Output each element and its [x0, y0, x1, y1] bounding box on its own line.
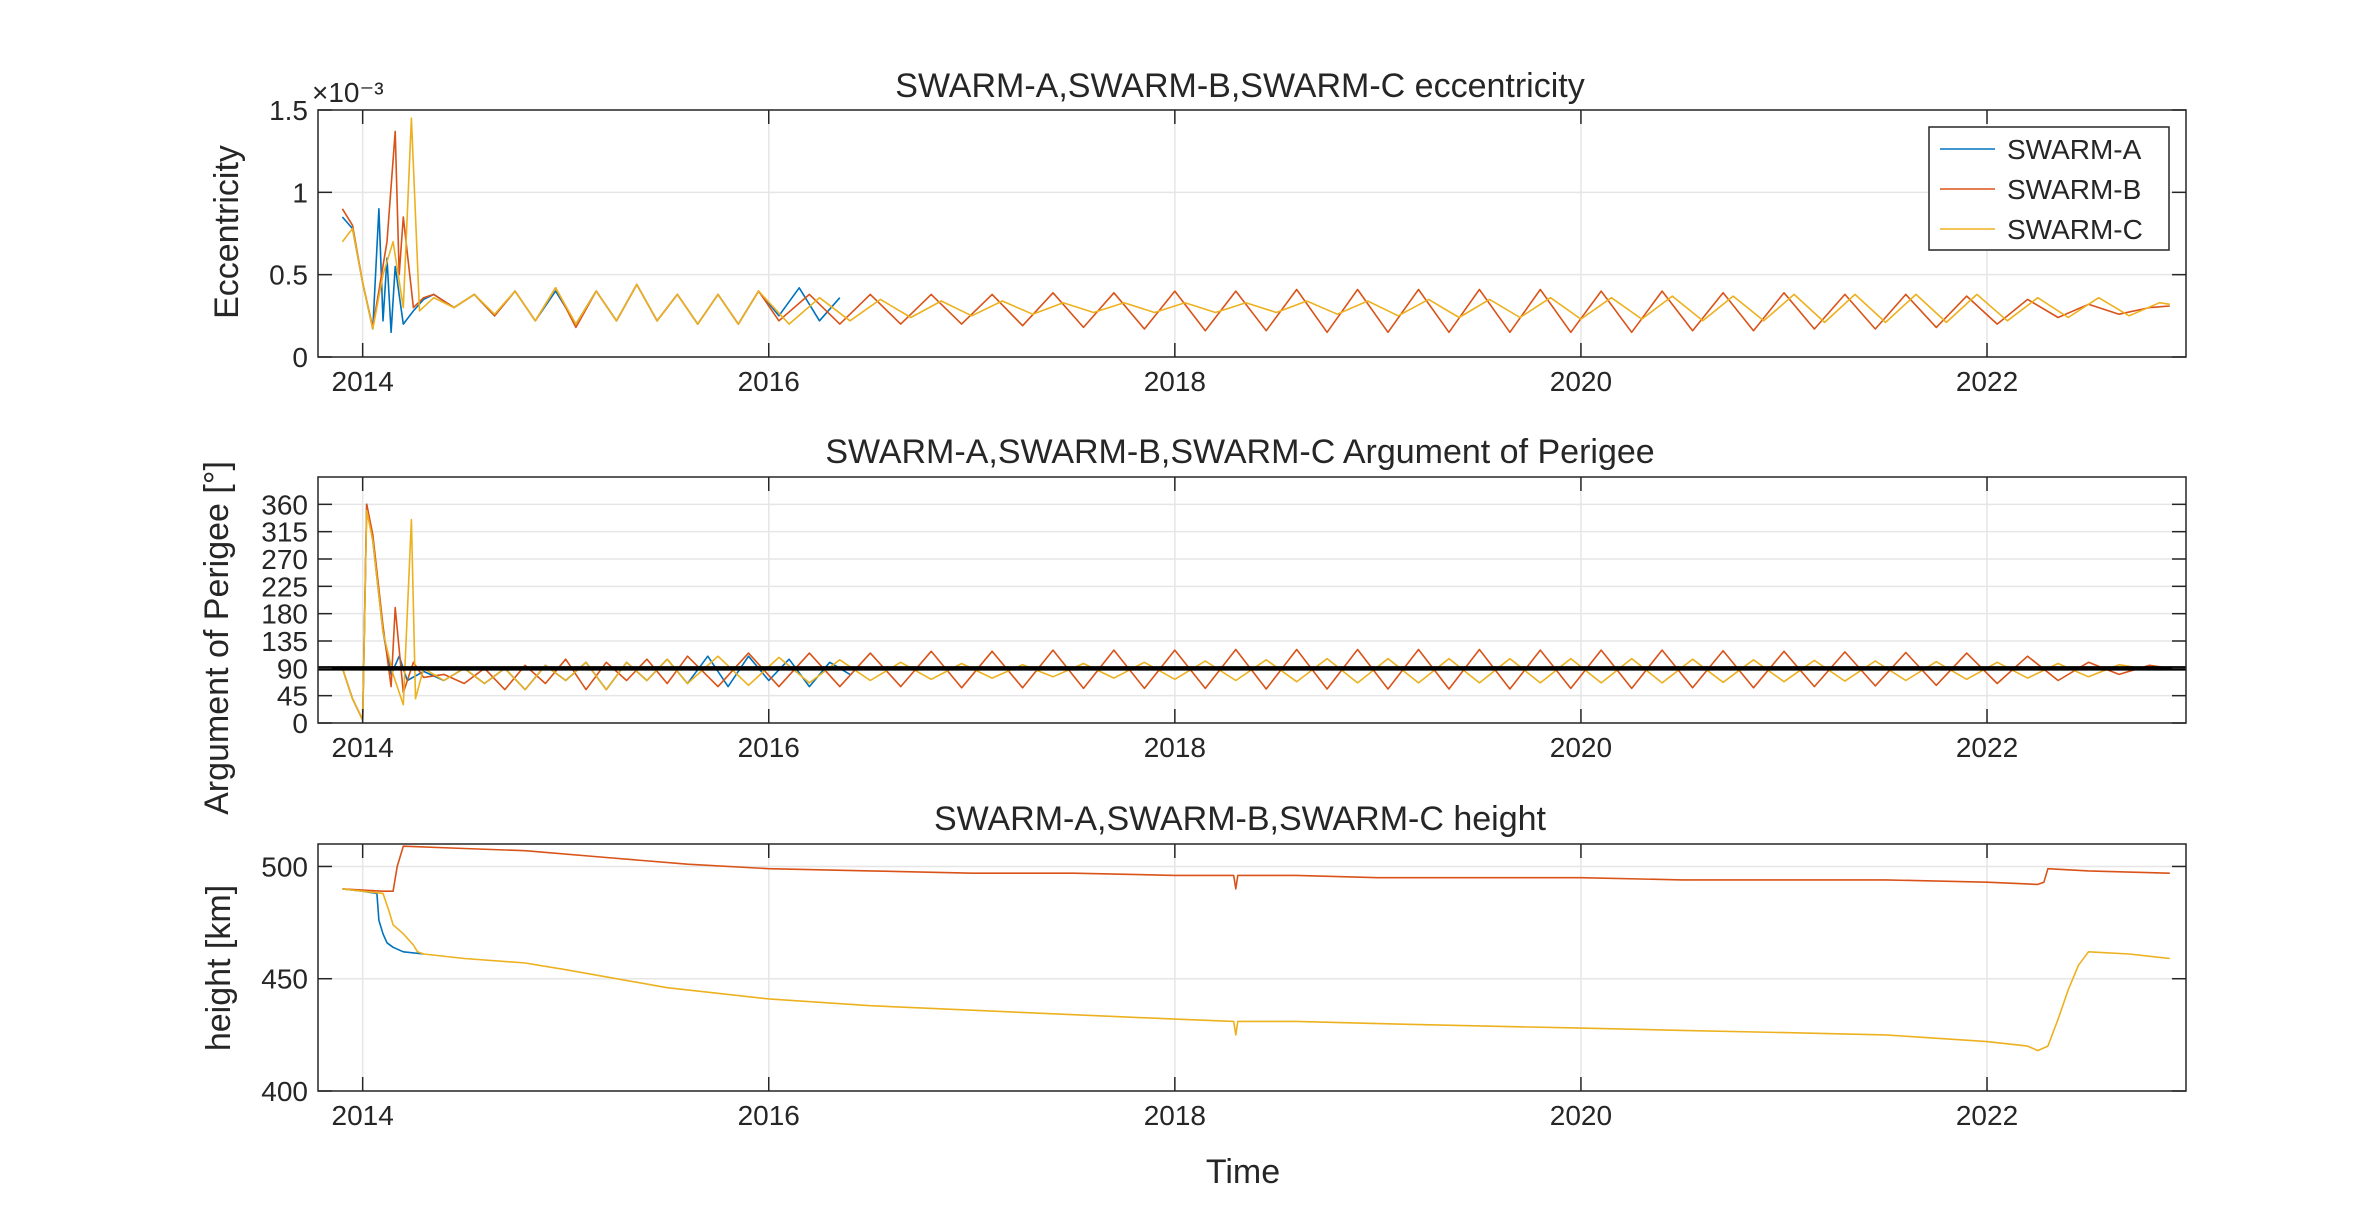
x-tick-label: 2018 [1144, 1100, 1206, 1131]
y-tick-label: 450 [261, 964, 308, 995]
y-tick-label: 1.5 [269, 95, 308, 126]
legend-label: SWARM-C [2007, 214, 2143, 245]
x-tick-label: 2020 [1550, 732, 1612, 763]
panel-title: SWARM-A,SWARM-B,SWARM-C height [934, 800, 1547, 838]
series-line-swarm-c [342, 888, 2170, 1052]
axes-frame [317, 109, 2187, 358]
y-axis-label: Argument of Perigee [°] [198, 461, 236, 815]
panel-height: 2014 2016 2018 2020 2022 400 450 500 SWARM-A,SW… [200, 800, 2187, 1191]
x-tick-label: 2014 [332, 732, 394, 763]
y-tick-label: 400 [261, 1076, 308, 1107]
series-line-swarm-b [342, 845, 2170, 893]
x-tick-label: 2022 [1956, 1100, 2018, 1131]
y-tick-label: 180 [261, 599, 308, 630]
x-tick-label: 2020 [1550, 1100, 1612, 1131]
y-tick-label: 500 [261, 851, 308, 882]
legend-label: SWARM-A [2007, 134, 2142, 165]
y-tick-label: 0 [292, 342, 308, 373]
y-tick-label: 0 [292, 708, 308, 739]
panel-argument-of-perigee: 2014 2016 2018 2020 2022 04590135180225270315… [198, 433, 2187, 815]
axes-box [317, 843, 2187, 1092]
series-lines [342, 845, 2170, 1052]
y-axis-label: height [km] [200, 885, 238, 1051]
axes-box [317, 476, 2187, 724]
panel-title: SWARM-A,SWARM-B,SWARM-C Argument of Peri… [825, 433, 1654, 471]
x-tick-label: 2014 [332, 366, 394, 397]
panel-title: SWARM-A,SWARM-B,SWARM-C eccentricity [895, 67, 1584, 105]
y-tick-label: 270 [261, 544, 308, 575]
x-tick-label: 2022 [1956, 732, 2018, 763]
y-tick-label: 90 [277, 653, 308, 684]
axes-box [317, 109, 2187, 358]
y-tick-label: 360 [261, 489, 308, 520]
y-tick-label: 225 [261, 571, 308, 602]
x-tick-label: 2014 [332, 1100, 394, 1131]
axes-frame [317, 843, 2187, 1092]
x-axis-label: Time [1206, 1153, 1280, 1191]
y-tick-label: 45 [277, 681, 308, 712]
x-tick-label: 2016 [738, 366, 800, 397]
x-tick-label: 2022 [1956, 366, 2018, 397]
legend-entry-swarm-c: SWARM-C [1940, 214, 2143, 245]
legend-entry-swarm-b: SWARM-B [1940, 174, 2141, 205]
legend-entry-swarm-a: SWARM-A [1940, 134, 2142, 165]
x-tick-label: 2020 [1550, 366, 1612, 397]
x-tick-label: 2016 [738, 732, 800, 763]
y-exponent-label: ×10⁻³ [312, 77, 384, 108]
x-tick-label: 2016 [738, 1100, 800, 1131]
x-tick-label: 2018 [1144, 366, 1206, 397]
tick-labels: 2014 2016 2018 2020 2022 0 0.5 1 1.5 [269, 95, 2018, 397]
series-line-swarm-c [341, 117, 2170, 330]
tick-labels: 2014 2016 2018 2020 2022 400 450 500 [261, 851, 2018, 1131]
legend: SWARM-A SWARM-B SWARM-C [1928, 126, 2170, 251]
y-tick-label: 1 [292, 177, 308, 208]
axes-frame [317, 476, 2187, 724]
panel-eccentricity: 2014 2016 2018 2020 2022 0 0.5 1 1.5 SWARM-A,SWA… [208, 67, 2187, 397]
legend-label: SWARM-B [2007, 174, 2141, 205]
y-tick-label: 0.5 [269, 260, 308, 291]
y-tick-label: 135 [261, 626, 308, 657]
tick-labels: 2014 2016 2018 2020 2022 04590135180225270315… [261, 489, 2018, 763]
y-axis-label: Eccentricity [208, 145, 246, 319]
y-tick-label: 315 [261, 517, 308, 548]
x-tick-label: 2018 [1144, 732, 1206, 763]
series-line-swarm-b [341, 503, 2170, 721]
series-lines [341, 117, 2170, 334]
